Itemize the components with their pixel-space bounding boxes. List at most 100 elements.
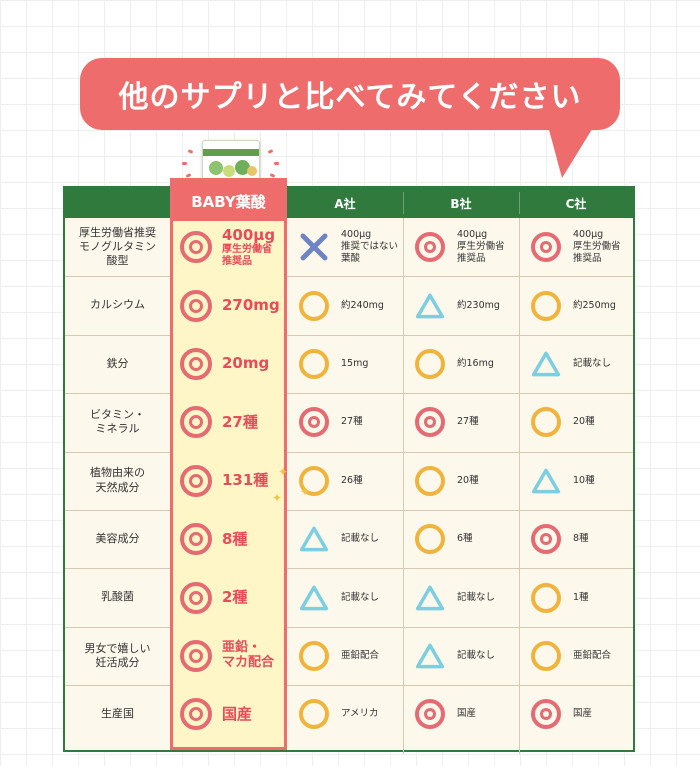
burst-mark [182,162,187,165]
comparison-table: A社 B社 C社 BABY葉酸 厚生労働省推奨 モノグルタミン 酸型 400μg 厚… [63,178,635,754]
company-b-value: 約230mg [457,299,500,311]
company-c-value: 20種 [573,416,595,428]
baby-cell: 亜鉛・ マカ配合 [180,627,285,685]
double-circle-icon [531,232,561,263]
sparkle-icon: ✦ [300,485,311,499]
company-b-cell: 6種 [415,510,517,568]
company-c-cell: 約250mg [531,276,631,334]
double-circle-icon [299,407,329,438]
company-a-cell: 26種 [299,452,401,510]
company-c-value: 亜鉛配合 [573,650,612,662]
double-circle-icon [180,639,212,672]
company-b-cell: 記載なし [415,568,517,626]
company-b-cell: 約16mg [415,335,517,393]
heading-banner: 他のサプリと比べてみてください [80,58,620,130]
baby-cell-value: 400μg 厚生労働省 推奨品 [222,225,276,268]
company-c-cell: 20種 [531,393,631,451]
baby-cell: 20mg [180,335,285,393]
header-company-c: C社 [519,188,633,218]
circle-icon [299,348,329,379]
double-circle-icon [415,407,445,438]
company-a-value: 約240mg [341,299,384,311]
company-b-cell: 記載なし [415,627,517,685]
company-c-value: 約250mg [573,299,616,311]
baby-main-value: 27種 [222,412,258,431]
double-circle-icon [180,523,212,556]
circle-icon [299,290,329,321]
baby-cell: 8種 [180,510,285,568]
baby-cell: 2種 [180,568,285,626]
row-label: 男女で嬉しい 妊活成分 [84,641,151,669]
company-c-cell: 1種 [531,568,631,626]
baby-cell-value: 131種 [222,471,269,490]
company-b-cell: 約230mg [415,276,517,334]
burst-mark [267,149,274,154]
row-label: ビタミン・ ミネラル [90,408,145,436]
double-circle-icon [415,232,445,263]
company-a-cell: 記載なし [299,568,401,626]
company-a-cell: 記載なし [299,510,401,568]
baby-main-value: 20mg [222,354,270,373]
baby-main-value: 270mg [222,295,280,314]
heading-text: 他のサプリと比べてみてください [118,80,582,115]
baby-main-value: 8種 [222,529,248,548]
baby-cell-value: 2種 [222,588,247,606]
baby-main-value: 亜鉛・ マカ配合 [222,640,275,670]
triangle-icon [415,291,445,321]
triangle-icon [531,466,561,496]
baby-sub-value: 厚生労働省 推奨品 [222,243,272,267]
header-label-column [65,188,170,218]
row-label: 乳酸菌 [101,590,134,604]
triangle-icon [299,583,329,613]
company-c-cell: 8種 [531,510,631,568]
company-a-value: アメリカ [341,708,379,720]
company-a-value: 記載なし [341,591,380,603]
company-b-cell: 国産 [415,685,517,743]
baby-cell: 27種 [180,393,285,451]
company-a-cell: 400μg 推奨ではない 葉酸 [299,218,401,276]
double-circle-icon [180,698,212,731]
double-circle-icon [180,581,212,614]
baby-cell: 400μg 厚生労働省 推奨品 [180,218,285,276]
baby-cell-value: 20mg [222,354,270,373]
baby-cell: 270mg [180,276,285,334]
company-a-value: 記載なし [341,533,380,545]
circle-icon [531,290,561,321]
circle-icon [531,582,561,613]
baby-cell: 131種 [180,452,285,510]
company-a-value: 400μg 推奨ではない 葉酸 [341,229,399,265]
product-package-image [202,140,260,184]
circle-icon [415,348,445,379]
company-b-cell: 27種 [415,393,517,451]
company-a-cell: 約240mg [299,276,401,334]
row-label: カルシウム [90,298,145,312]
row-label: 厚生労働省推奨 モノグルタミン 酸型 [79,225,156,268]
company-a-cell: 15mg [299,335,401,393]
triangle-icon [415,583,445,613]
company-b-value: 400μg 厚生労働省 推奨品 [457,229,505,265]
company-b-value: 20種 [457,474,479,486]
header-company-a: A社 [287,188,403,218]
row-label: 美容成分 [95,532,140,546]
triangle-icon [415,641,445,671]
company-b-value: 国産 [457,708,477,720]
company-b-value: 約16mg [457,358,494,370]
baby-cell-value: 270mg [222,295,280,314]
company-b-value: 27種 [457,416,479,428]
baby-main-value: 131種 [222,471,269,490]
double-circle-icon [180,406,212,439]
row-label: 鉄分 [106,356,129,370]
triangle-icon [299,524,329,554]
circle-icon [415,465,445,496]
company-a-cell: 27種 [299,393,401,451]
company-c-cell: 10種 [531,452,631,510]
company-c-cell: 400μg 厚生労働省 推奨品 [531,218,631,276]
circle-icon [299,699,329,730]
baby-main-value: 国産 [222,704,253,723]
baby-cell-value: 亜鉛・ マカ配合 [222,640,275,671]
circle-icon [299,465,329,496]
baby-main-value: 400μg [222,225,276,244]
baby-cell: 国産 [180,685,285,743]
company-a-value: 亜鉛配合 [341,650,380,662]
burst-mark [274,162,279,165]
